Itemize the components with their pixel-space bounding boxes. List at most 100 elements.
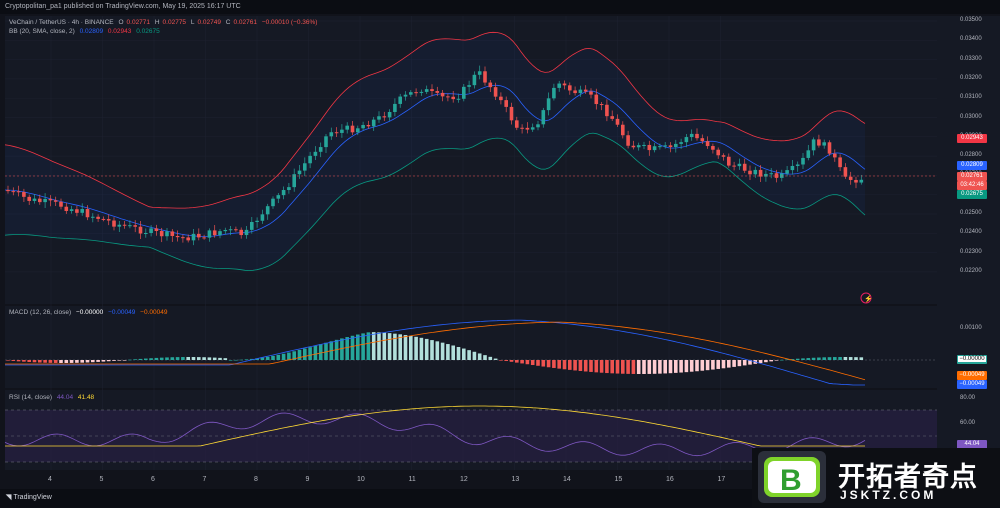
macd-signal-tag: −0.00049 (957, 371, 987, 380)
macd-histogram-bar (488, 356, 493, 360)
candle-body (175, 235, 180, 238)
candle-body (467, 85, 471, 87)
macd-histogram-bar (833, 357, 837, 360)
bb-lower-line (4, 132, 866, 271)
candle-body (64, 206, 69, 211)
candle-body (244, 229, 249, 236)
macd-histogram-bar (499, 360, 503, 361)
macd-histogram-bar (668, 360, 673, 374)
candle-body (615, 118, 620, 125)
candle-body (727, 156, 731, 166)
time-axis-label: 15 (614, 476, 623, 483)
watermark-title: 开拓者奇点 (838, 462, 978, 492)
candle-body (817, 139, 821, 146)
candle-body (599, 104, 604, 106)
macd-histogram-bar (292, 351, 296, 360)
price-pane[interactable] (5, 16, 937, 304)
candle-body (854, 179, 858, 183)
macd-histogram-bar (297, 349, 302, 360)
macd-histogram-bar (91, 360, 95, 363)
macd-histogram-bar (817, 357, 821, 360)
candle-body (769, 173, 773, 175)
macd-histogram-bar (493, 358, 498, 360)
macd-histogram-bar (446, 344, 450, 360)
macd-histogram-bar (472, 351, 477, 360)
macd-signal-line (5, 321, 866, 381)
candle-body (260, 214, 265, 221)
macd-histogram-bar (218, 357, 222, 360)
candle-body (27, 196, 31, 201)
candle-body (806, 150, 811, 158)
candle-body (43, 198, 47, 203)
candle-body (228, 229, 233, 231)
watermark-letter: B (780, 464, 802, 497)
macd-histogram-bar (22, 360, 26, 362)
candle-body (133, 225, 137, 227)
macd-histogram-bar (393, 333, 397, 360)
macd-histogram-bar (371, 332, 376, 360)
macd-histogram-bar (721, 360, 726, 369)
tradingview-logo[interactable]: ◥ TradingView (6, 494, 52, 501)
macd-histogram-bar (684, 360, 689, 373)
time-axis-label: 7 (202, 476, 207, 483)
macd-histogram-bar (11, 360, 16, 361)
price-axis-label: 0.02500 (960, 210, 982, 216)
macd-histogram-bar (848, 357, 853, 360)
price-axis-label: 0.02800 (960, 152, 982, 159)
time-axis-label: 4 (48, 476, 52, 483)
macd-histogram-bar (483, 355, 487, 360)
bb-upper-tag: 0.02943 (957, 134, 987, 143)
candle-body (377, 116, 381, 120)
candle-body (631, 145, 636, 148)
macd-histogram-bar (430, 340, 434, 360)
candle-body (170, 231, 175, 236)
macd-histogram-bar (409, 335, 413, 360)
watermark-url: JSKTZ.COM (840, 488, 937, 502)
macd-histogram-bar (737, 360, 742, 367)
macd-histogram-bar (133, 359, 137, 360)
macd-histogram-bar (578, 360, 583, 371)
candle-body (711, 146, 715, 150)
macd-histogram-bar (59, 360, 63, 363)
macd-histogram-bar (387, 333, 392, 360)
candle-body (472, 74, 477, 86)
macd-histogram-bar (138, 358, 143, 360)
macd-histogram-bar (345, 337, 349, 360)
candle-body (642, 144, 646, 146)
candle-body (801, 157, 805, 165)
rsi-ma-line (5, 405, 865, 447)
price-axis-label: 0.03400 (960, 36, 982, 43)
candle-body (32, 198, 37, 201)
macd-histogram-bar (520, 360, 524, 364)
macd-histogram-bar (308, 347, 312, 360)
candle-body (11, 191, 16, 193)
macd-histogram-bar (64, 360, 69, 363)
candle-body (483, 71, 487, 83)
candle-body (674, 143, 678, 147)
macd-histogram-bar (562, 360, 567, 370)
candle-body (69, 209, 74, 211)
rsi-line (4, 412, 866, 457)
candle-body (541, 110, 546, 125)
candle-body (91, 216, 95, 218)
candle-body (287, 187, 291, 191)
candle-body (393, 103, 397, 113)
candle-body (366, 124, 371, 127)
rsi-tag: 44.04 (957, 440, 987, 449)
candle-body (122, 224, 127, 226)
macd-histogram-bar (557, 360, 561, 369)
macd-histogram-bar (530, 360, 535, 366)
macd-histogram-bar (128, 359, 132, 361)
time-axis-label: 13 (511, 476, 520, 483)
candle-body (165, 231, 169, 237)
macd-histogram-bar (48, 360, 53, 363)
price-axis[interactable] (937, 16, 1000, 470)
candle-body (557, 83, 561, 88)
candle-body (265, 206, 270, 215)
rsi-axis-80: 80.00 (960, 395, 976, 401)
macd-pane[interactable] (5, 306, 937, 388)
candle-body (663, 145, 667, 147)
candle-body (414, 92, 418, 94)
macd-histogram-bar (340, 338, 344, 360)
